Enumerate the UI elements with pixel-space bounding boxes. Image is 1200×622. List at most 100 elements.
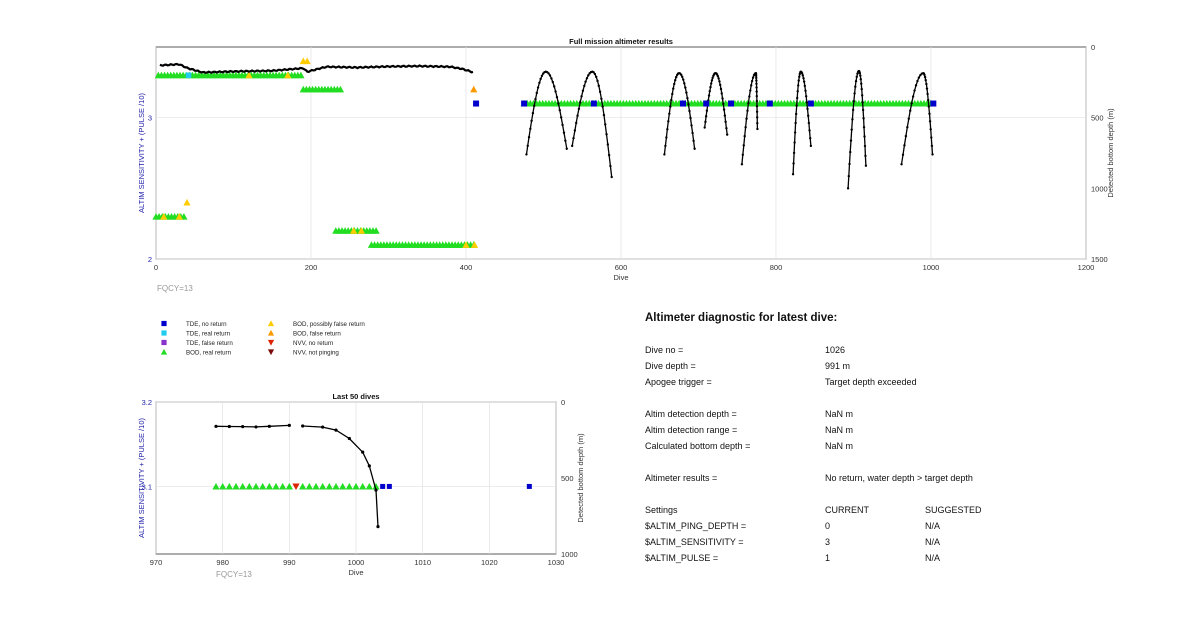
bod-possibly-marker bbox=[245, 71, 253, 79]
depth-point bbox=[853, 92, 856, 95]
depth-point bbox=[793, 141, 796, 144]
depth-point bbox=[748, 95, 751, 98]
depth-point bbox=[917, 76, 921, 79]
plot-area: 970 980 990 1000 1010 1020 1030 3.1 3.2 0 500 1000 L… bbox=[137, 392, 585, 579]
setting-row-ping-depth: $ALTIM_PING_DEPTH = 0 N/A bbox=[645, 518, 1165, 534]
depth-point bbox=[862, 117, 865, 120]
chart-legend: TDE, no return TDE, real return TDE, false… bbox=[160, 320, 365, 357]
full-mission-chart: 0 200 400 600 800 1000 1200 2 3 0 500 1000 1500 Full … bbox=[137, 37, 1115, 293]
bod-real-marker bbox=[219, 482, 227, 490]
depth-point bbox=[526, 144, 529, 147]
bod-possibly-marker bbox=[299, 57, 307, 65]
tde-no-marker bbox=[680, 100, 686, 107]
depth-point bbox=[725, 133, 729, 136]
depth-point bbox=[602, 113, 606, 117]
depth-point bbox=[347, 436, 351, 441]
depth-point bbox=[301, 424, 305, 428]
bod-real-marker bbox=[312, 482, 320, 490]
y2-tick-label: 500 bbox=[1091, 114, 1104, 123]
depth-point bbox=[673, 78, 677, 82]
depth-point bbox=[709, 85, 712, 89]
depth-point bbox=[703, 126, 706, 129]
depth-point bbox=[721, 97, 724, 100]
legend-label: BOD, possibly false return bbox=[293, 321, 365, 328]
depth-point bbox=[671, 92, 674, 96]
diag-row-dive-no: Dive no = 1026 bbox=[645, 342, 1165, 358]
depth-point bbox=[924, 78, 927, 82]
fqcy-annotation: FQCY=13 bbox=[216, 570, 252, 579]
depth-point bbox=[572, 136, 575, 140]
setting-name: $ALTIM_PULSE = bbox=[645, 553, 719, 563]
depth-point bbox=[704, 120, 707, 124]
bod-possibly-marker bbox=[470, 241, 479, 248]
depth-point bbox=[691, 131, 694, 135]
altimeter-diagnostic-panel: Altimeter diagnostic for latest dive: Di… bbox=[645, 312, 1165, 566]
depth-point bbox=[911, 95, 915, 98]
diag-row-apogee: Apogee trigger = Target depth exceeded bbox=[645, 374, 1165, 390]
legend-marker bbox=[161, 330, 167, 336]
setting-row-sensitivity: $ALTIM_SENSITIVITY = 3 N/A bbox=[645, 534, 1165, 550]
x-tick-label: 1010 bbox=[414, 558, 431, 567]
depth-point bbox=[597, 84, 600, 88]
x-tick-label: 990 bbox=[283, 558, 296, 567]
depth-point bbox=[850, 128, 853, 131]
depth-point bbox=[740, 163, 744, 166]
legend-label: NVV, no return bbox=[293, 340, 334, 347]
x-tick-label: 800 bbox=[770, 263, 783, 272]
depth-point bbox=[847, 174, 850, 178]
depth-point bbox=[552, 85, 556, 88]
depth-point bbox=[669, 105, 672, 108]
y2-tick-label: 0 bbox=[1091, 43, 1095, 52]
depth-point bbox=[592, 71, 595, 74]
depth-point bbox=[708, 89, 711, 93]
depth-point bbox=[704, 115, 708, 118]
setting-name: $ALTIM_PING_DEPTH = bbox=[645, 521, 747, 531]
depth-point bbox=[710, 79, 714, 82]
depth-point bbox=[741, 153, 745, 156]
depth-point bbox=[794, 112, 798, 116]
tde-real-marker bbox=[185, 72, 192, 79]
tde-no-marker bbox=[473, 100, 480, 107]
y2-axis-label: Detected bottom depth (m) bbox=[1106, 108, 1115, 198]
depth-point bbox=[666, 128, 669, 131]
depth-point bbox=[747, 102, 750, 105]
depth-point bbox=[910, 102, 913, 105]
x-tick-label: 1200 bbox=[1078, 263, 1095, 272]
depth-point bbox=[746, 109, 749, 112]
depth-point bbox=[667, 120, 670, 123]
depth-point bbox=[859, 74, 862, 77]
depth-point bbox=[673, 82, 676, 86]
legend-marker bbox=[267, 339, 275, 346]
depth-point bbox=[682, 78, 685, 81]
depth-point bbox=[860, 87, 863, 91]
depth-point bbox=[907, 117, 910, 120]
depth-point bbox=[668, 112, 671, 115]
bod-real-marker bbox=[272, 482, 280, 490]
bod-marker bbox=[180, 213, 188, 220]
depth-point bbox=[851, 118, 854, 121]
legend-marker bbox=[267, 320, 275, 327]
depth-point bbox=[749, 89, 752, 92]
depth-point bbox=[927, 98, 930, 102]
depth-point bbox=[900, 163, 903, 166]
y-tick-label: 2 bbox=[148, 255, 152, 264]
legend-marker bbox=[161, 339, 167, 346]
bod-possibly-marker bbox=[160, 213, 168, 220]
depth-point bbox=[688, 109, 691, 113]
depth-point bbox=[686, 96, 689, 100]
depth-point bbox=[367, 464, 371, 468]
x-tick-label: 1020 bbox=[481, 558, 498, 567]
depth-point bbox=[580, 95, 583, 98]
depth-point bbox=[919, 73, 922, 77]
bod-possibly-marker bbox=[175, 213, 183, 220]
depth-point bbox=[267, 424, 271, 428]
legend-label: BOD, real return bbox=[186, 350, 232, 357]
depth-point bbox=[723, 114, 727, 117]
bod-real-marker bbox=[225, 482, 233, 490]
depth-point bbox=[923, 75, 927, 79]
y-axis-label: ALTIM SENSITIVITY + (PULSE /10) bbox=[137, 93, 146, 213]
depth-point bbox=[684, 86, 687, 89]
depth-point bbox=[527, 136, 531, 139]
depth-point bbox=[809, 144, 813, 148]
depth-point bbox=[806, 114, 810, 117]
